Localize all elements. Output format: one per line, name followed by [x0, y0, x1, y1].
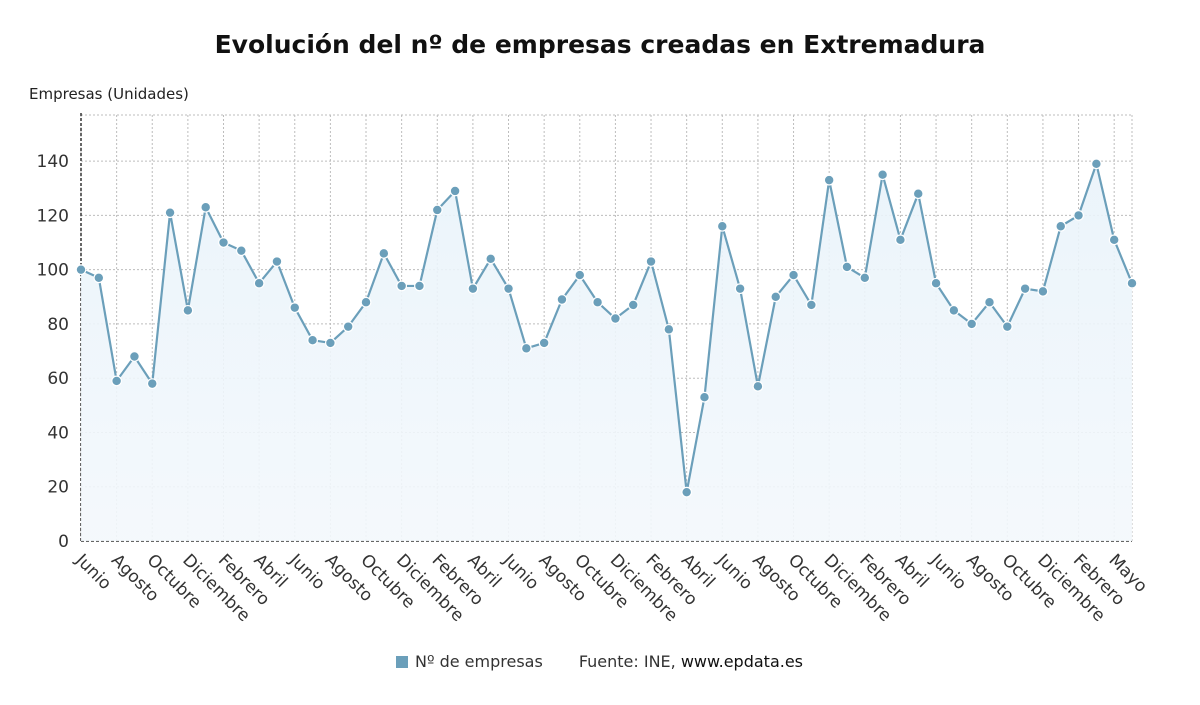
data-point[interactable]	[930, 277, 942, 289]
data-point[interactable]	[93, 272, 105, 284]
data-point[interactable]	[324, 337, 336, 349]
x-tick-label: Junio	[712, 550, 756, 594]
data-point[interactable]	[467, 283, 479, 295]
data-point[interactable]	[271, 256, 283, 267]
data-point[interactable]	[342, 321, 354, 333]
data-point[interactable]	[129, 351, 140, 362]
x-tick-label: Junio	[926, 550, 970, 594]
source-text: Fuente: INE, www.epdata.es	[579, 652, 803, 671]
data-point[interactable]	[111, 375, 123, 387]
data-point[interactable]	[307, 334, 318, 346]
data-point[interactable]	[164, 207, 176, 219]
data-point[interactable]	[788, 269, 799, 281]
data-point[interactable]	[503, 283, 514, 295]
series	[75, 158, 1138, 541]
data-point[interactable]	[200, 201, 212, 213]
data-point[interactable]	[431, 204, 443, 216]
data-point[interactable]	[645, 256, 657, 267]
data-point[interactable]	[592, 296, 603, 308]
series-area	[81, 163, 1132, 541]
data-point[interactable]	[1055, 220, 1067, 232]
data-point[interactable]	[253, 277, 265, 289]
data-point[interactable]	[752, 380, 764, 392]
data-point[interactable]	[235, 245, 247, 257]
data-point[interactable]	[360, 296, 372, 308]
data-point[interactable]	[966, 318, 978, 330]
data-point[interactable]	[770, 291, 782, 303]
data-point[interactable]	[734, 283, 746, 295]
data-point[interactable]	[146, 378, 158, 390]
source-link[interactable]: www.epdata.es	[680, 652, 804, 671]
data-point[interactable]	[1108, 234, 1120, 246]
y-tick-label: 20	[47, 478, 69, 498]
y-tick-label: 120	[37, 206, 69, 226]
data-point[interactable]	[841, 261, 853, 273]
data-point[interactable]	[182, 304, 194, 316]
data-point[interactable]	[414, 280, 425, 292]
data-point[interactable]	[805, 299, 817, 311]
legend: Nº de empresas Fuente: INE, www.epdata.e…	[396, 652, 803, 671]
source-prefix: Fuente: INE,	[578, 652, 681, 671]
data-point[interactable]	[538, 337, 550, 349]
data-point[interactable]	[912, 188, 924, 200]
y-tick-label: 140	[37, 152, 69, 172]
data-point[interactable]	[396, 280, 408, 292]
data-point[interactable]	[449, 185, 461, 197]
chart-title: Evolución del nº de empresas creadas en …	[214, 30, 986, 59]
data-point[interactable]	[289, 302, 301, 314]
data-point[interactable]	[378, 247, 390, 259]
data-point[interactable]	[1126, 277, 1138, 289]
x-tick-label: Junio	[285, 550, 329, 594]
data-point[interactable]	[556, 294, 568, 305]
data-point[interactable]	[75, 264, 87, 276]
legend-swatch	[396, 655, 408, 668]
data-point[interactable]	[681, 486, 693, 498]
data-point[interactable]	[627, 299, 639, 311]
data-point[interactable]	[520, 342, 532, 354]
data-point[interactable]	[1090, 158, 1102, 170]
data-point[interactable]	[1037, 285, 1049, 297]
x-tick-label: Junio	[498, 550, 542, 594]
data-point[interactable]	[984, 296, 995, 308]
legend-label: Nº de empresas	[415, 652, 543, 671]
x-tick-label: Junio	[71, 550, 115, 594]
data-point[interactable]	[610, 313, 621, 324]
data-point[interactable]	[1073, 209, 1084, 221]
y-tick-label: 0	[58, 532, 69, 552]
x-ticks: JunioAgostoOctubreDiciembreFebreroAbrilJ…	[71, 550, 1151, 626]
data-point[interactable]	[859, 272, 871, 284]
data-point[interactable]	[823, 174, 835, 186]
data-point[interactable]	[1019, 283, 1031, 295]
data-point[interactable]	[663, 323, 675, 335]
y-axis-label: Empresas (Unidades)	[29, 85, 189, 103]
data-point[interactable]	[574, 269, 586, 281]
y-tick-label: 100	[37, 261, 69, 281]
y-tick-label: 60	[47, 369, 69, 389]
data-point[interactable]	[1001, 321, 1013, 333]
data-point[interactable]	[485, 253, 497, 265]
data-point[interactable]	[877, 169, 889, 181]
data-point[interactable]	[699, 391, 710, 403]
y-tick-label: 80	[47, 315, 69, 335]
data-point[interactable]	[218, 237, 229, 248]
data-point[interactable]	[948, 304, 960, 316]
data-point[interactable]	[895, 234, 906, 246]
y-tick-label: 40	[47, 423, 69, 443]
data-point[interactable]	[716, 220, 728, 232]
y-ticks: 0 20 40 60 80 100 120 140	[37, 152, 69, 552]
